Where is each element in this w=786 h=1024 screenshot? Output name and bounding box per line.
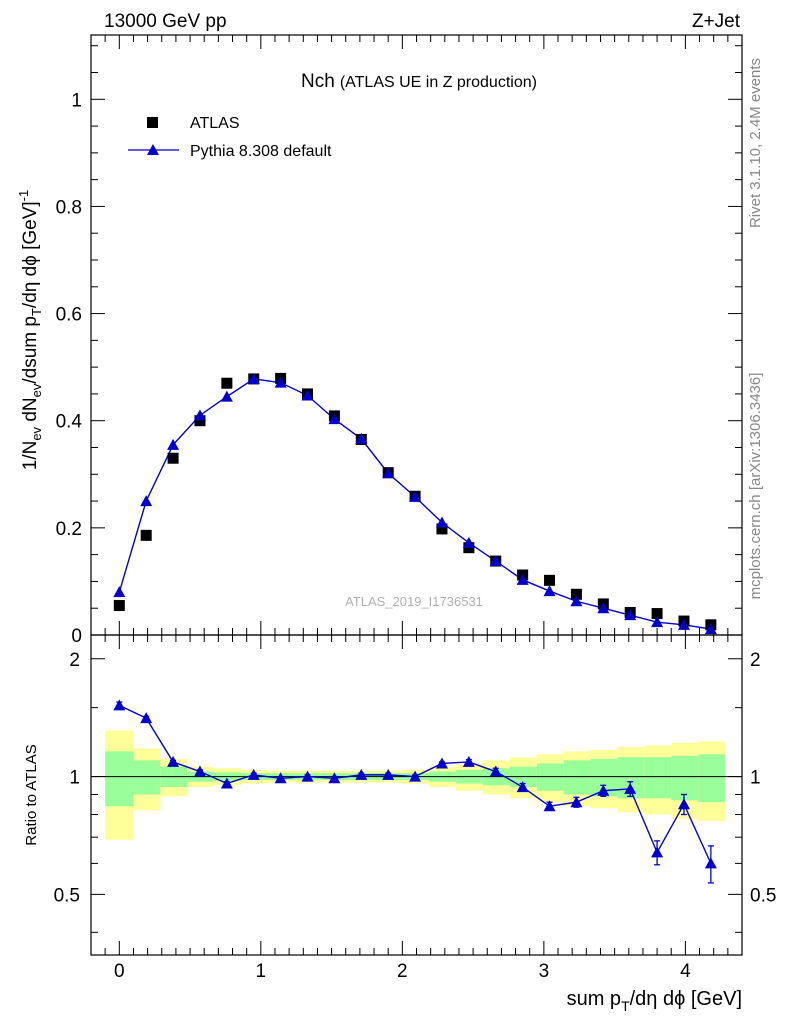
x-axis-label: sum pT/dη dϕ [GeV] bbox=[567, 988, 742, 1014]
ratio-point bbox=[624, 782, 637, 794]
mc-point bbox=[677, 618, 690, 630]
data-point bbox=[651, 608, 663, 620]
ratio-point bbox=[355, 768, 368, 780]
ratio-point bbox=[301, 770, 314, 782]
data-point bbox=[140, 529, 152, 541]
x-tick-label: 3 bbox=[539, 961, 550, 982]
ratio-point bbox=[247, 768, 260, 780]
mc-point bbox=[247, 372, 260, 384]
y-tick-label: 0.6 bbox=[56, 305, 82, 326]
ratio-point bbox=[570, 796, 583, 808]
ratio-y-tick-label-right: 2 bbox=[750, 650, 761, 671]
x-tick-label: 0 bbox=[114, 961, 125, 982]
mc-point bbox=[462, 536, 475, 548]
mc-point bbox=[435, 516, 448, 528]
header-process-label: Z+Jet bbox=[692, 11, 741, 32]
mc-point bbox=[516, 573, 529, 585]
ratio-point bbox=[435, 757, 448, 769]
ratio-band-inner bbox=[105, 751, 134, 807]
mc-point bbox=[301, 389, 314, 401]
mc-point bbox=[113, 586, 126, 598]
ratio-point bbox=[489, 765, 502, 777]
mc-point bbox=[597, 602, 610, 614]
mc-point bbox=[274, 376, 287, 388]
legend-data-marker bbox=[147, 117, 158, 128]
ratio-y-axis-label: Ratio to ATLAS bbox=[23, 744, 40, 845]
ratio-point bbox=[382, 768, 395, 780]
ratio-point bbox=[597, 784, 610, 796]
mc-point bbox=[409, 490, 422, 502]
ratio-point bbox=[704, 857, 717, 869]
mc-point bbox=[355, 432, 368, 444]
mc-point bbox=[220, 390, 233, 402]
ratio-y-tick-label: 2 bbox=[69, 650, 80, 671]
data-point bbox=[570, 588, 582, 600]
mc-point bbox=[193, 409, 206, 421]
ratio-band-inner bbox=[563, 760, 591, 795]
ratio-band-inner bbox=[698, 754, 726, 803]
legend-data-label: ATLAS bbox=[190, 115, 240, 132]
mc-point bbox=[651, 616, 664, 628]
ratio-y-tick-label-right: 0.5 bbox=[750, 885, 776, 906]
x-tick-label: 4 bbox=[680, 961, 691, 982]
ratio-point bbox=[516, 781, 529, 793]
analysis-watermark: ATLAS_2019_I1736531 bbox=[345, 594, 483, 609]
main-frame bbox=[90, 34, 743, 636]
header-energy-label: 13000 GeV pp bbox=[104, 11, 227, 32]
mc-series-path bbox=[118, 378, 711, 630]
mc-point bbox=[382, 467, 395, 479]
y-tick-label: 0.4 bbox=[56, 412, 83, 433]
mc-point bbox=[543, 585, 556, 597]
ratio-point bbox=[409, 770, 422, 782]
ratio-point bbox=[677, 798, 690, 810]
y-tick-label: 1 bbox=[71, 90, 82, 111]
ratio-point bbox=[113, 699, 126, 711]
ratio-point bbox=[651, 846, 664, 858]
data-point bbox=[113, 600, 125, 612]
ratio-point bbox=[167, 755, 180, 767]
ratio-band-inner bbox=[644, 757, 672, 799]
ratio-point bbox=[220, 777, 233, 789]
ratio-point bbox=[328, 772, 341, 784]
ratio-band-inner bbox=[133, 760, 161, 795]
ratio-point bbox=[274, 772, 287, 784]
y-axis-label: 1/Nev dNev/dsum pT/dη dϕ [GeV]-1 bbox=[16, 190, 44, 471]
mcplots-credit-label: mcplots.cern.ch [arXiv:1306.3436] bbox=[747, 373, 764, 600]
ratio-point bbox=[193, 765, 206, 777]
y-tick-label: 0.8 bbox=[56, 197, 82, 218]
x-tick-label: 1 bbox=[256, 961, 267, 982]
axes: 0 1 2 3 4 0 0.2 0.4 0.6 0.8 1 0.5 0.5 1 1 2 2 bbox=[54, 34, 776, 982]
ratio-band-inner bbox=[536, 763, 564, 791]
legend-mc-marker bbox=[147, 144, 159, 155]
ratio-series bbox=[113, 699, 717, 884]
ratio-y-tick-label-right: 1 bbox=[750, 768, 761, 789]
ratio-point bbox=[543, 800, 556, 812]
mc-series-points bbox=[113, 372, 717, 635]
x-tick-label: 2 bbox=[397, 961, 408, 982]
data-point bbox=[167, 452, 179, 464]
mc-point bbox=[328, 413, 341, 425]
data-point bbox=[221, 377, 233, 389]
mc-point bbox=[624, 609, 637, 621]
y-tick-label: 0 bbox=[71, 626, 82, 647]
mc-point bbox=[570, 595, 583, 607]
mc-point bbox=[489, 555, 502, 567]
data-point bbox=[436, 523, 448, 535]
mc-point bbox=[140, 495, 153, 507]
plot-title: Nch (ATLAS UE in Z production) bbox=[301, 71, 537, 92]
y-tick-label: 0.2 bbox=[56, 519, 82, 540]
legend-mc-label: Pythia 8.308 default bbox=[190, 143, 332, 160]
ratio-y-tick-label: 0.5 bbox=[54, 885, 80, 906]
ratio-band-inner bbox=[671, 755, 699, 801]
data-point bbox=[544, 574, 556, 586]
ratio-point bbox=[140, 712, 153, 724]
mc-series-line bbox=[118, 378, 711, 630]
rivet-version-label: Rivet 3.1.10, 2.4M events bbox=[747, 58, 764, 228]
ratio-y-tick-label: 1 bbox=[69, 768, 80, 789]
data-point bbox=[194, 415, 206, 427]
mc-point bbox=[167, 438, 180, 450]
ratio-point bbox=[462, 755, 475, 767]
